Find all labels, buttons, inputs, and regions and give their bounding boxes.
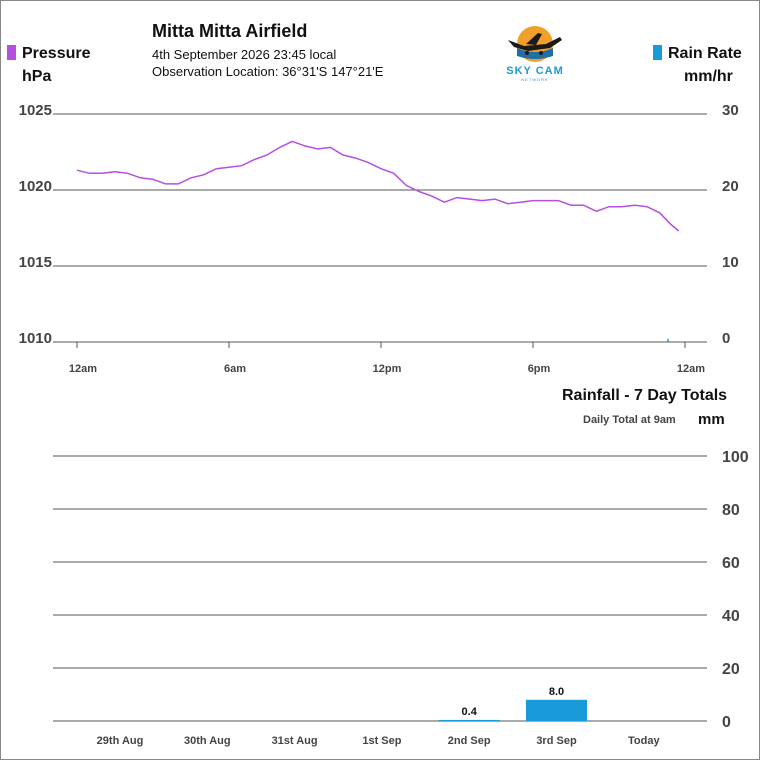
rainfall-value-label: 8.0 — [549, 686, 564, 698]
day-label: 1st Sep — [362, 735, 401, 747]
rain-rate-legend-swatch — [653, 45, 662, 60]
day-label: 29th Aug — [97, 735, 144, 747]
observation-datetime: 4th September 2026 23:45 local — [152, 47, 337, 62]
rain-rate-axis-title: Rain Rate — [668, 45, 742, 62]
rainfall-bar — [438, 719, 500, 721]
pressure-tick-label: 1025 — [19, 102, 52, 119]
svg-text:NETWORK: NETWORK — [521, 77, 548, 82]
pressure-line — [76, 140, 680, 232]
time-tick-label: 12am — [677, 363, 705, 375]
pressure-axis-title: Pressure — [22, 45, 91, 62]
rainfall-tick-label: 100 — [722, 449, 749, 466]
rainfall-tick-label: 20 — [722, 661, 740, 678]
rain-rate-tick-label: 0 — [722, 330, 730, 347]
sky-cam-network-logo: SKY CAM NETWORK — [506, 26, 564, 82]
day-label: 31st Aug — [272, 735, 318, 747]
rain-rate-axis-unit: mm/hr — [684, 68, 733, 85]
rainfall-axis-unit: mm — [698, 411, 725, 428]
rainfall-tick-label: 40 — [722, 608, 740, 625]
rainfall-chart-subtitle: Daily Total at 9am — [583, 414, 676, 426]
rainfall-tick-label: 80 — [722, 502, 740, 519]
rain-rate-tick-label: 20 — [722, 178, 739, 195]
pressure-axis-unit: hPa — [22, 68, 52, 85]
day-label: 3rd Sep — [536, 735, 577, 747]
pressure-legend-swatch — [7, 45, 16, 60]
time-tick-label: 6am — [224, 363, 246, 375]
rainfall-bar — [526, 699, 587, 721]
rainfall-tick-label: 0 — [722, 714, 731, 731]
pressure-tick-label: 1015 — [19, 254, 52, 271]
rain-rate-tick-label: 10 — [722, 254, 739, 271]
pressure-tick-label: 1020 — [19, 178, 52, 195]
day-label: 30th Aug — [184, 735, 231, 747]
rainfall-chart-title: Rainfall - 7 Day Totals — [562, 387, 728, 404]
time-tick-label: 6pm — [528, 363, 551, 375]
observation-location: Observation Location: 36°31'S 147°21'E — [152, 64, 384, 79]
svg-text:SKY CAM: SKY CAM — [506, 65, 564, 77]
station-name: Mitta Mitta Airfield — [152, 21, 308, 41]
pressure-tick-label: 1010 — [19, 330, 52, 347]
time-tick-label: 12am — [69, 363, 97, 375]
rainfall-tick-label: 60 — [722, 555, 740, 572]
day-label: Today — [628, 735, 660, 747]
rainfall-value-label: 0.4 — [462, 706, 478, 718]
rain-rate-tick-label: 30 — [722, 102, 739, 119]
rain-rate-bar — [667, 338, 669, 342]
time-tick-label: 12pm — [373, 363, 402, 375]
day-label: 2nd Sep — [448, 735, 491, 747]
